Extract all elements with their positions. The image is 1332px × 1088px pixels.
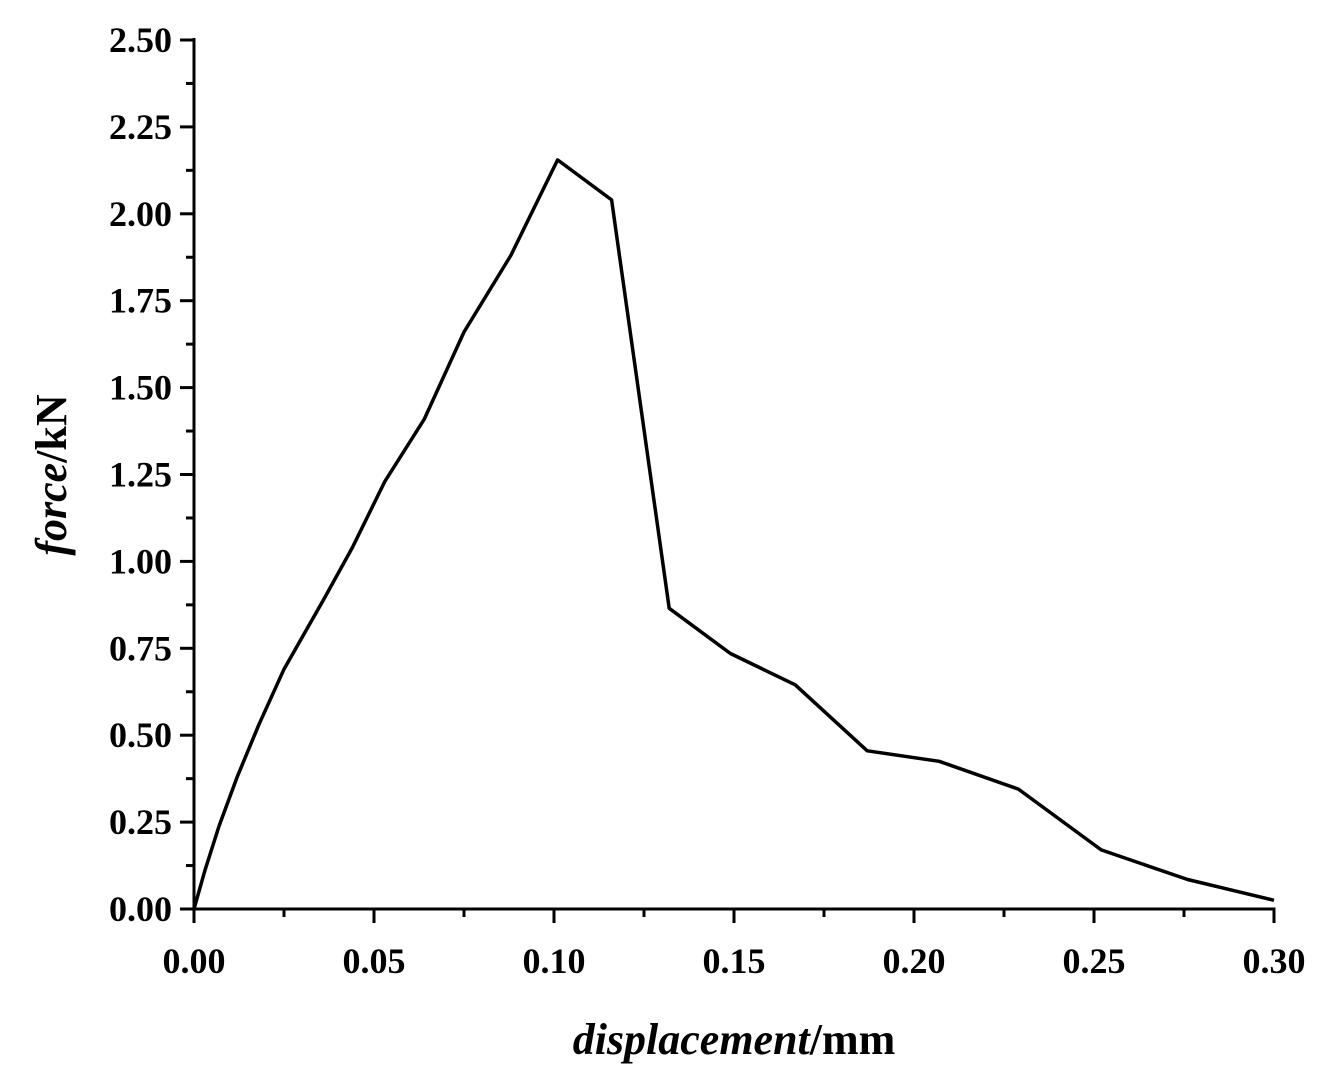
y-axis-title: force/kN xyxy=(27,394,76,556)
y-tick-label: 0.25 xyxy=(109,802,172,842)
y-tick-label: 2.25 xyxy=(109,107,172,147)
x-tick-label: 0.00 xyxy=(163,941,226,981)
x-tick-label: 0.25 xyxy=(1063,941,1126,981)
y-tick-label: 0.00 xyxy=(109,889,172,929)
x-tick-label: 0.15 xyxy=(703,941,766,981)
y-tick-label: 2.00 xyxy=(109,194,172,234)
y-tick-label: 0.75 xyxy=(109,628,172,668)
y-tick-label: 2.50 xyxy=(109,20,172,60)
y-tick-label: 1.50 xyxy=(109,368,172,408)
x-axis-title: displacement/mm xyxy=(573,1015,896,1064)
y-tick-label: 1.75 xyxy=(109,281,172,321)
y-tick-label: 0.50 xyxy=(109,715,172,755)
x-tick-label: 0.30 xyxy=(1243,941,1306,981)
y-tick-label: 1.25 xyxy=(109,455,172,495)
y-axis: 0.00 0.25 0.50 0.75 1.00 1.25 1.50 1.75 2.00 2.25… xyxy=(109,20,196,929)
x-tick-label: 0.05 xyxy=(343,941,406,981)
x-tick-label: 0.20 xyxy=(883,941,946,981)
x-axis: 0.00 0.05 0.10 0.15 0.20 0.25 0.30 xyxy=(163,907,1306,981)
y-tick-label: 1.00 xyxy=(109,541,172,581)
x-tick-label: 0.10 xyxy=(523,941,586,981)
x-axis-title-unit: /mm xyxy=(809,1015,896,1064)
y-axis-title-unit: /kN xyxy=(27,394,76,464)
series-line xyxy=(192,158,1275,910)
y-axis-title-quantity: force xyxy=(27,463,76,556)
x-axis-title-quantity: displacement xyxy=(573,1015,812,1064)
